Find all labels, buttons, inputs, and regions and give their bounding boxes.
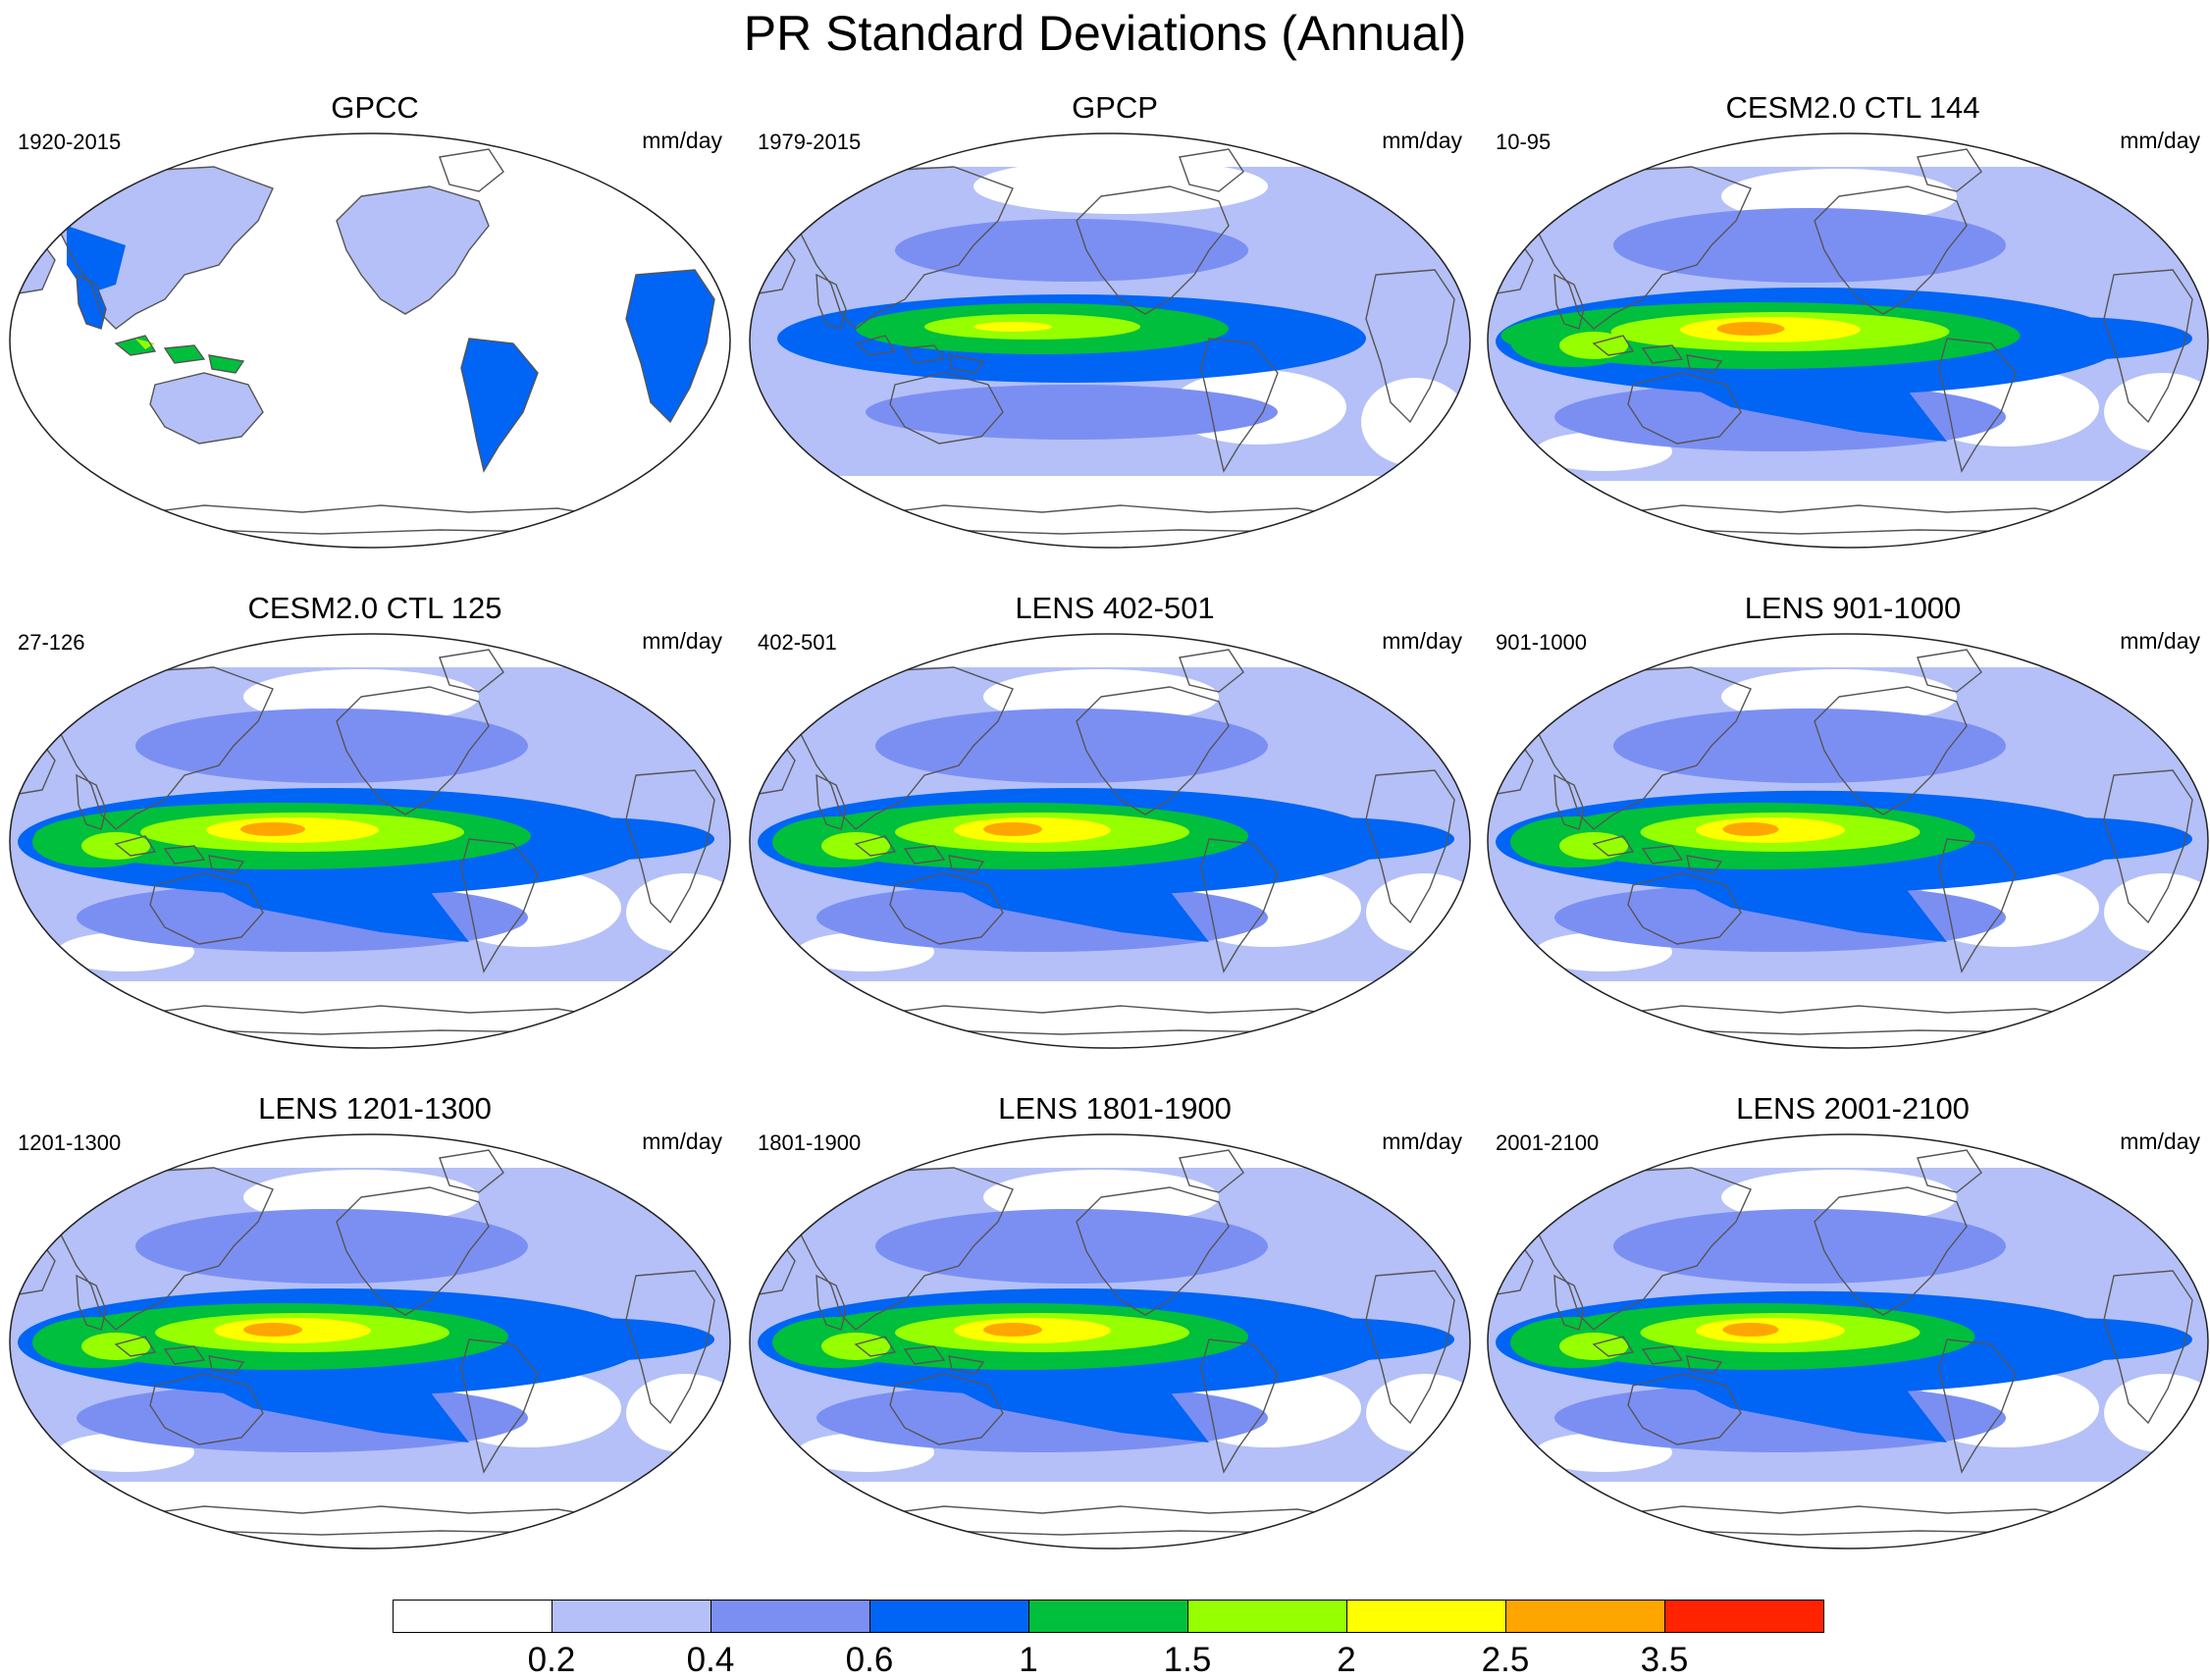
panel-title: GPCC (331, 90, 419, 125)
colorbar-swatch (869, 1600, 1029, 1633)
colorbar-tick-label: 2 (1337, 1641, 1356, 1679)
panel-period: 10-95 (1496, 130, 1552, 154)
panel-units: mm/day (642, 628, 722, 654)
panel-title: LENS 901-1000 (1744, 591, 1962, 625)
panel-period: 1979-2015 (758, 130, 862, 154)
panel-title: GPCP (1072, 90, 1158, 125)
panel-units: mm/day (1382, 1129, 1462, 1154)
map-border (749, 1133, 1471, 1549)
map-border (1487, 132, 2209, 549)
colorbar-tick-label: 2.5 (1481, 1641, 1530, 1679)
panel-units: mm/day (642, 1129, 722, 1154)
world-map (749, 132, 1471, 549)
colorbar (393, 1600, 1824, 1635)
panel-period: 1920-2015 (18, 130, 122, 154)
colorbar-swatch (552, 1600, 711, 1633)
map-panel: GPCC 1920-2015 mm/day (8, 90, 742, 591)
map-panel: LENS 2001-2100 2001-2100 mm/day (1486, 1091, 2210, 1592)
precip-field (1488, 133, 2208, 548)
world-map (9, 633, 731, 1049)
world-map (749, 1133, 1471, 1549)
panel-units: mm/day (2120, 1129, 2200, 1154)
map-panel: LENS 1801-1900 1801-1900 mm/day (748, 1091, 1482, 1592)
precip-field (750, 1134, 1470, 1549)
colorbar-swatch (1505, 1600, 1665, 1633)
colorbar-tick-label: 0.4 (686, 1641, 735, 1679)
precip-field (10, 133, 730, 548)
panel-period: 1201-1300 (18, 1130, 122, 1155)
colorbar-swatch (1187, 1600, 1347, 1633)
panel-title: LENS 1201-1300 (258, 1091, 492, 1126)
map-border (9, 1133, 731, 1549)
map-panel: CESM2.0 CTL 125 27-126 mm/day (8, 591, 742, 1091)
world-map (749, 633, 1471, 1049)
panel-title: LENS 2001-2100 (1736, 1091, 1970, 1126)
figure-title: PR Standard Deviations (Annual) (743, 6, 1467, 61)
colorbar-swatch (1028, 1600, 1188, 1633)
panel-period: 901-1000 (1496, 630, 1587, 655)
map-border (749, 132, 1471, 549)
map-panel: CESM2.0 CTL 144 10-95 mm/day (1486, 90, 2210, 591)
precip-field (750, 634, 1470, 1048)
panel-period: 1801-1900 (758, 1130, 862, 1155)
colorbar-swatch (393, 1600, 552, 1633)
world-map (9, 1133, 731, 1549)
panel-title: LENS 1801-1900 (998, 1091, 1232, 1126)
panel-title: CESM2.0 CTL 125 (247, 591, 502, 625)
map-panel: LENS 1201-1300 1201-1300 mm/day (8, 1091, 742, 1592)
panel-units: mm/day (2120, 128, 2200, 153)
colorbar-swatch (1346, 1600, 1506, 1633)
colorbar-tick-label: 0.6 (845, 1641, 894, 1679)
panel-units: mm/day (1382, 628, 1462, 654)
panel-period: 2001-2100 (1496, 1130, 1600, 1155)
map-border (749, 633, 1471, 1049)
panel-units: mm/day (642, 128, 722, 153)
precip-field (1488, 634, 2208, 1048)
precip-field (10, 1134, 730, 1549)
map-border (1487, 633, 2209, 1049)
colorbar-swatch (1664, 1600, 1824, 1633)
panel-units: mm/day (1382, 128, 1462, 153)
world-map (1487, 132, 2209, 549)
panel-period: 27-126 (18, 630, 85, 655)
map-border (1487, 1133, 2209, 1549)
colorbar-tick-label: 1 (1019, 1641, 1038, 1679)
panel-units: mm/day (2120, 628, 2200, 654)
panel-title: LENS 402-501 (1015, 591, 1215, 625)
panel-title: CESM2.0 CTL 144 (1725, 90, 1980, 125)
world-map (1487, 633, 2209, 1049)
map-panel: LENS 402-501 402-501 mm/day (748, 591, 1482, 1091)
map-border (9, 132, 731, 549)
panel-period: 402-501 (758, 630, 837, 655)
world-map (9, 132, 731, 549)
precip-field (1488, 1134, 2208, 1549)
colorbar-swatch (710, 1600, 870, 1633)
precip-field (10, 634, 730, 1048)
precip-field (750, 133, 1470, 548)
map-panel: GPCP 1979-2015 mm/day (748, 90, 1482, 591)
world-map (1487, 1133, 2209, 1549)
colorbar-tick-label: 0.2 (527, 1641, 576, 1679)
colorbar-tick-label: 3.5 (1640, 1641, 1689, 1679)
map-border (9, 633, 731, 1049)
map-panel: LENS 901-1000 901-1000 mm/day (1486, 591, 2210, 1091)
colorbar-tick-label: 1.5 (1163, 1641, 1212, 1679)
